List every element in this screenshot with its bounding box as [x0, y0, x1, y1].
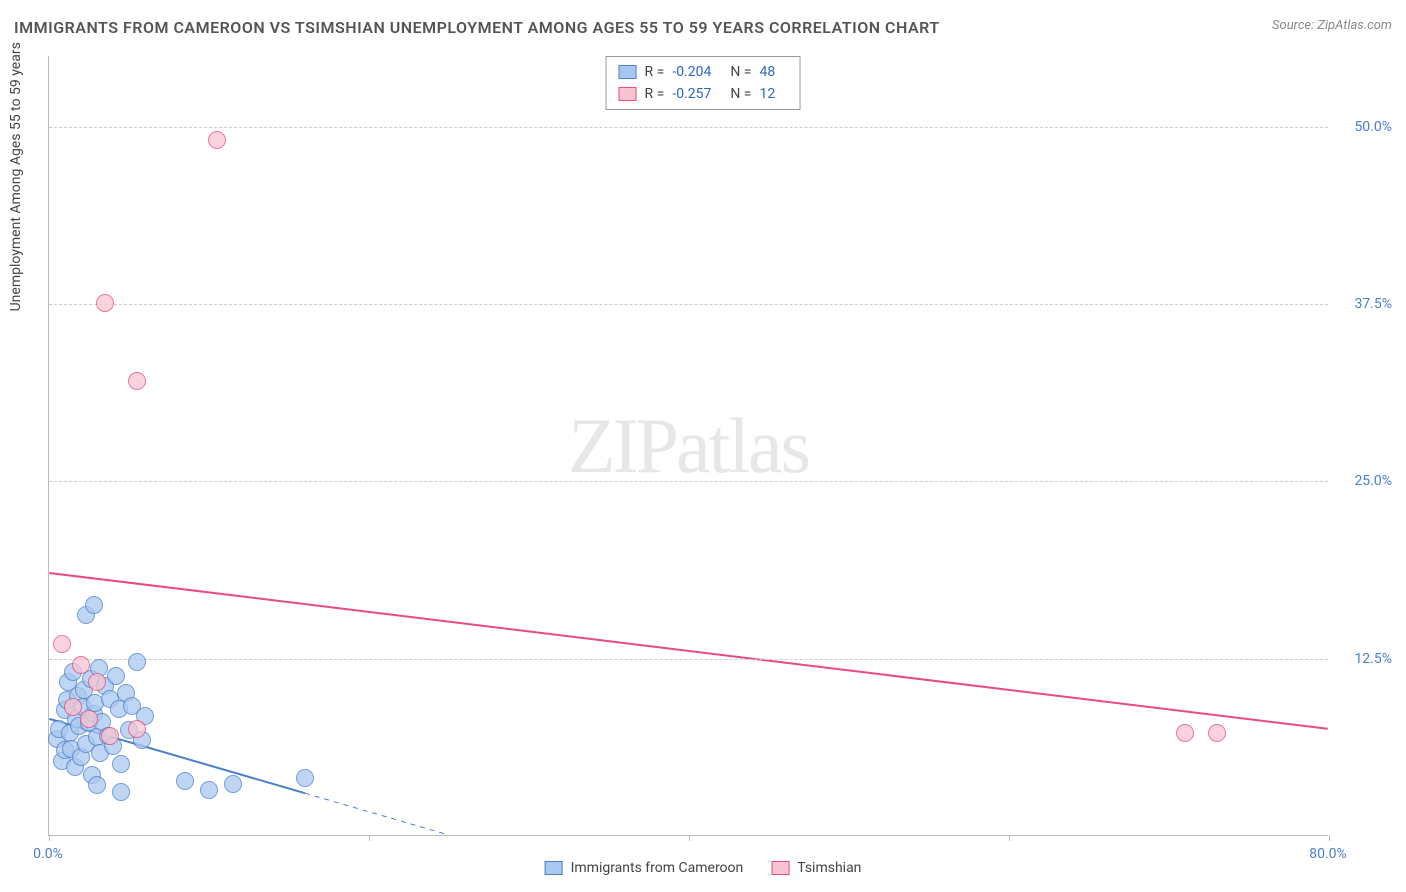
- scatter-point: [128, 372, 146, 390]
- scatter-point: [208, 131, 226, 149]
- y-tick-label: 25.0%: [1354, 473, 1392, 489]
- y-tick-label: 50.0%: [1354, 119, 1392, 135]
- gridline: [49, 304, 1328, 305]
- scatter-point: [88, 776, 106, 794]
- y-axis-label: Unemployment Among Ages 55 to 59 years: [8, 42, 24, 311]
- scatter-point: [101, 727, 119, 745]
- watermark-atlas: atlas: [676, 402, 809, 489]
- scatter-point: [107, 667, 125, 685]
- x-tick: [49, 835, 50, 841]
- x-tick: [1329, 835, 1330, 841]
- legend-series-item: Tsimshian: [771, 860, 861, 876]
- legend-swatch: [619, 65, 637, 79]
- legend-series-item: Immigrants from Cameroon: [545, 860, 744, 876]
- r-label: R =: [645, 83, 665, 105]
- x-tick-label-max: 80.0%: [1309, 846, 1347, 862]
- series-legend: Immigrants from Cameroon Tsimshian: [545, 860, 862, 876]
- scatter-point: [112, 783, 130, 801]
- r-label: R =: [645, 61, 665, 83]
- chart-title: IMMIGRANTS FROM CAMEROON VS TSIMSHIAN UN…: [14, 18, 940, 37]
- trend-lines-svg: [49, 56, 1328, 835]
- scatter-point: [176, 772, 194, 790]
- scatter-point: [72, 656, 90, 674]
- legend-stat-row: R = -0.257 N = 12: [619, 83, 788, 105]
- legend-series-label: Immigrants from Cameroon: [571, 860, 744, 876]
- chart-plot-area: ZIPatlas: [48, 56, 1328, 836]
- legend-swatch: [545, 861, 563, 875]
- gridline: [49, 481, 1328, 482]
- trend-line: [49, 573, 1327, 729]
- r-value: -0.204: [672, 61, 722, 83]
- y-tick-label: 12.5%: [1354, 651, 1392, 667]
- n-value: 12: [759, 83, 787, 105]
- x-tick-label-min: 0.0%: [33, 846, 63, 862]
- gridline: [49, 659, 1328, 660]
- scatter-point: [296, 769, 314, 787]
- source-label: Source: ZipAtlas.com: [1272, 18, 1392, 33]
- correlation-legend: R = -0.204 N = 48 R = -0.257 N = 12: [606, 56, 801, 110]
- scatter-point: [128, 653, 146, 671]
- scatter-point: [1208, 724, 1226, 742]
- scatter-point: [53, 635, 71, 653]
- n-value: 48: [759, 61, 787, 83]
- scatter-point: [200, 781, 218, 799]
- x-tick: [1009, 835, 1010, 841]
- scatter-point: [224, 775, 242, 793]
- y-tick-label: 37.5%: [1354, 296, 1392, 312]
- scatter-point: [1176, 724, 1194, 742]
- scatter-point: [96, 294, 114, 312]
- n-label: N =: [730, 61, 751, 83]
- scatter-point: [64, 698, 82, 716]
- scatter-point: [128, 720, 146, 738]
- x-tick: [369, 835, 370, 841]
- watermark-text: ZIPatlas: [568, 401, 809, 491]
- legend-swatch: [619, 87, 637, 101]
- scatter-point: [85, 596, 103, 614]
- r-value: -0.257: [672, 83, 722, 105]
- scatter-point: [80, 710, 98, 728]
- legend-swatch: [771, 861, 789, 875]
- scatter-point: [112, 755, 130, 773]
- n-label: N =: [730, 83, 751, 105]
- gridline: [49, 127, 1328, 128]
- x-tick: [689, 835, 690, 841]
- watermark-zip: ZIP: [568, 402, 676, 489]
- legend-stat-row: R = -0.204 N = 48: [619, 61, 788, 83]
- legend-series-label: Tsimshian: [797, 860, 861, 876]
- scatter-point: [88, 673, 106, 691]
- trend-line-dashed: [305, 793, 449, 835]
